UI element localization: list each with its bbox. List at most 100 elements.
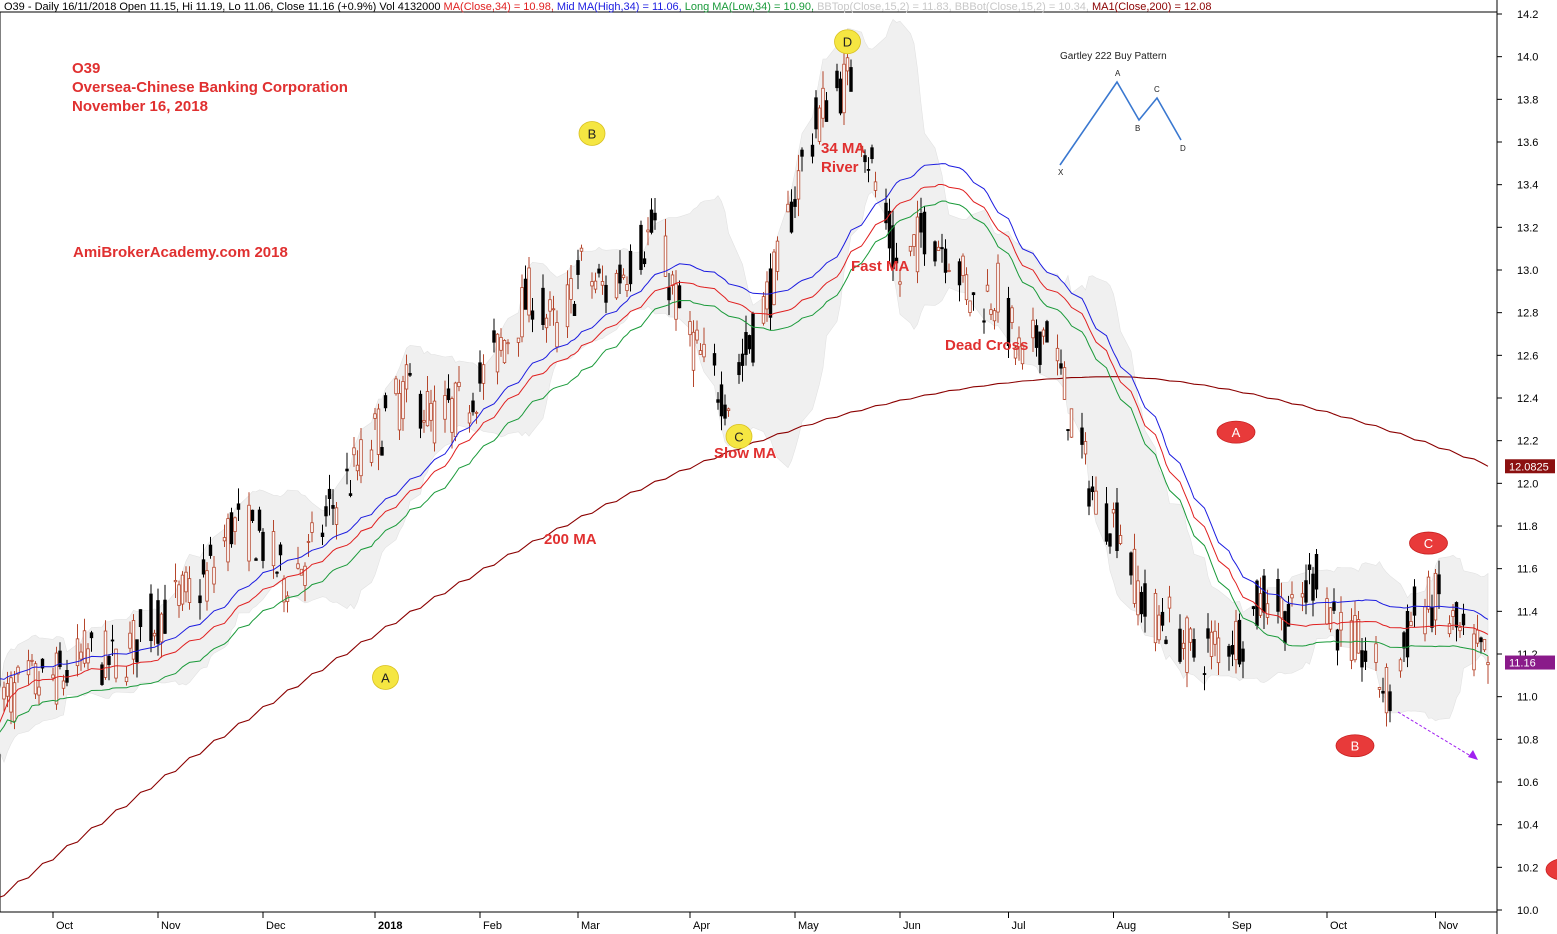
y-tick-label: 12.8: [1517, 308, 1538, 320]
candle-body: [1454, 602, 1459, 628]
candle-body: [51, 674, 55, 679]
candle-body: [912, 234, 916, 247]
candle-body: [866, 168, 871, 171]
candle-body: [1384, 667, 1389, 714]
candle-body: [646, 229, 650, 233]
candle-body: [796, 170, 801, 200]
candle-body: [1038, 331, 1042, 365]
candle-body: [1479, 637, 1483, 643]
chart-title-block: O39 Oversea-Chinese Banking Corporation …: [72, 59, 348, 116]
candle-body: [1216, 637, 1221, 664]
candle-body: [1304, 580, 1308, 603]
candle-body: [698, 350, 703, 355]
candle-body: [229, 512, 234, 545]
candle-body: [891, 225, 895, 270]
y-tick-label: 13.0: [1517, 265, 1538, 277]
y-tick-label: 13.8: [1517, 94, 1538, 106]
candle-body: [786, 203, 790, 213]
x-tick-label: 2018: [378, 920, 402, 932]
wave-marker: [1335, 734, 1375, 758]
candle-body: [639, 224, 643, 270]
candle-body: [1241, 648, 1245, 662]
candle-body: [320, 532, 325, 538]
candle-body: [859, 145, 864, 149]
candle-body: [1129, 552, 1133, 576]
candle-body: [110, 639, 115, 642]
candle-body: [943, 248, 948, 273]
ma34-readout: MA(Close,34) = 10.98,: [443, 1, 554, 13]
candle-body: [457, 381, 461, 387]
ma200-label: 200 MA: [544, 531, 597, 548]
candle-body: [621, 274, 626, 278]
candle-body: [1213, 630, 1217, 645]
candle-body: [1164, 639, 1168, 644]
candle-body: [58, 650, 62, 667]
ticker-label: O39: [72, 60, 101, 77]
y-tick-label: 11.6: [1517, 564, 1538, 576]
candle-body: [1069, 408, 1074, 438]
candle-body: [530, 310, 535, 320]
candle-body: [173, 580, 178, 583]
candle-body: [597, 268, 601, 274]
y-tick-label: 10.0: [1517, 905, 1538, 917]
y-tick-label: 12.4: [1517, 393, 1538, 405]
mid-ma-readout: Mid MA(High,34) = 11.06,: [556, 1, 682, 13]
candle-body: [373, 413, 377, 419]
candle-body: [565, 284, 570, 328]
y-tick-label: 11.0: [1517, 692, 1538, 704]
candle-body: [1482, 639, 1487, 651]
candle-body: [579, 247, 584, 252]
candle-body: [1160, 611, 1165, 626]
candle-body: [425, 391, 430, 427]
candle-body: [37, 686, 41, 696]
candle-body: [1188, 628, 1193, 643]
candle-body: [817, 107, 822, 142]
wave-marker: [1409, 531, 1448, 555]
long-ma-readout: Long MA(Low,34) = 10.90,: [684, 1, 815, 13]
bbtop-readout: BBTop(Close,15,2) = 11.83,: [817, 1, 952, 13]
x-tick-label: Nov: [1439, 920, 1459, 932]
candle-body: [1017, 337, 1021, 348]
candle-body: [1377, 687, 1382, 690]
candle-body: [1447, 623, 1452, 635]
candle-body: [744, 332, 748, 355]
y-tick-label: 11.4: [1517, 606, 1538, 618]
candle-body: [985, 284, 990, 292]
candle-body: [793, 199, 797, 207]
candle-body: [107, 656, 111, 665]
candle-body: [982, 320, 986, 323]
candle-body: [695, 329, 699, 341]
candle-body: [1059, 363, 1063, 369]
candle-body: [502, 340, 507, 364]
candle-body: [331, 505, 335, 509]
candle-body: [1349, 620, 1354, 661]
candle-body: [747, 335, 752, 350]
wave-marker: [372, 665, 399, 690]
candle-body: [156, 600, 160, 644]
candle-body: [670, 274, 675, 286]
candle-body: [968, 300, 972, 313]
candle-body: [1402, 632, 1406, 649]
bollinger-band: [0, 19, 1489, 764]
candle-body: [86, 648, 90, 664]
x-tick-label: Mar: [581, 920, 600, 932]
candle-body: [663, 235, 668, 277]
long-ma-line: [0, 200, 1489, 733]
candle-body: [1311, 573, 1315, 601]
y-tick-label: 14.0: [1517, 52, 1538, 64]
candle-body: [800, 149, 804, 157]
candle-body: [103, 630, 108, 678]
candle-body: [9, 677, 13, 713]
candle-body: [1335, 629, 1340, 651]
candle-body: [1178, 628, 1182, 662]
candle-body: [1328, 607, 1333, 630]
candle-body: [408, 372, 412, 376]
candle-body: [1083, 441, 1088, 455]
gartley-title: Gartley 222 Buy Pattern: [1060, 51, 1167, 62]
candle-body: [100, 664, 104, 685]
candle-body: [712, 353, 717, 366]
last-close-badge-text: 11.16: [1509, 658, 1536, 670]
candle-body: [1006, 297, 1011, 347]
candle-body: [996, 262, 1000, 313]
